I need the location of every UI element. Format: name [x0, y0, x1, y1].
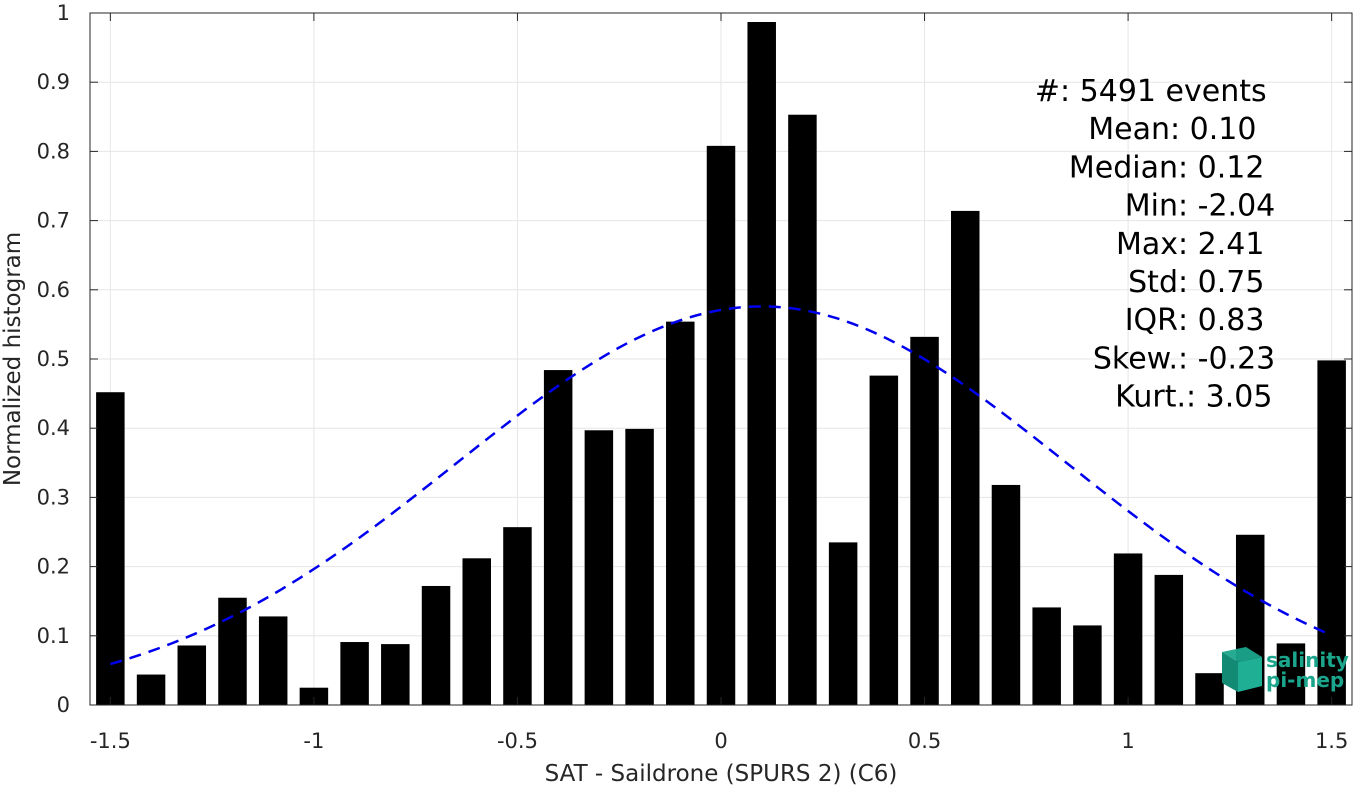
- stat-value: : 3.05: [1186, 380, 1272, 415]
- x-tick-label: 0: [714, 729, 727, 753]
- stat-value: : -2.04: [1178, 189, 1275, 224]
- histogram-bar: [503, 527, 532, 705]
- y-tick-label: 0.4: [37, 416, 70, 440]
- stat-key: Max: [1116, 227, 1178, 262]
- stat-key: Min: [1125, 189, 1178, 224]
- histogram-bar: [747, 21, 776, 706]
- y-tick-labels: 0 0.1 0.2 0.3 0.4 0.5 0.6 0.7 0.8 0.9 1: [37, 1, 70, 717]
- histogram-bar: [1317, 360, 1346, 705]
- histogram-bar: [584, 430, 614, 705]
- y-tick-label: 0.7: [37, 209, 70, 233]
- y-tick-label: 1: [57, 1, 70, 25]
- stat-key: Mean: [1088, 112, 1170, 147]
- x-tick-label: 1: [1121, 729, 1134, 753]
- y-tick-label: 0.2: [37, 555, 70, 579]
- histogram-bar: [1276, 643, 1306, 705]
- histogram-bar: [951, 210, 980, 706]
- stat-value: : 5491 events: [1060, 74, 1267, 109]
- histogram-bar: [177, 645, 207, 705]
- stat-key: #: [1035, 74, 1060, 109]
- stat-value: : 0.10: [1170, 112, 1256, 147]
- y-axis-label: Normalized histogram: [0, 232, 26, 486]
- histogram-bar: [828, 542, 858, 705]
- y-tick-label: 0.1: [37, 624, 70, 648]
- histogram-bar: [421, 585, 451, 705]
- y-tick-label: 0.3: [37, 485, 70, 509]
- axis-ticks: [90, 12, 1352, 706]
- histogram-bar: [340, 642, 369, 705]
- histogram-bar: [1113, 553, 1143, 705]
- x-tick-label: -1: [303, 729, 324, 753]
- stat-key: IQR: [1125, 303, 1178, 338]
- histogram-bar: [910, 336, 939, 705]
- y-tick-label: 0.9: [37, 70, 70, 94]
- histogram-bar: [666, 321, 695, 705]
- stat-key: Kurt.: [1115, 380, 1186, 415]
- normal-fit-curve: [110, 305, 1333, 666]
- histogram-bar: [1195, 673, 1224, 705]
- salinity-pimep-logo: salinity pi-mep: [1222, 647, 1349, 692]
- y-tick-label: 0.8: [37, 139, 70, 163]
- histogram-bar: [543, 370, 573, 705]
- stat-key: Std: [1128, 265, 1178, 300]
- histogram-bar: [625, 428, 654, 705]
- x-tick-labels: -1.5 -1 -0.5 0 0.5 1 1.5: [90, 729, 1348, 753]
- bars-group: [96, 21, 1346, 706]
- x-tick-label: -1.5: [90, 729, 131, 753]
- logo-line-1: salinity: [1266, 648, 1349, 672]
- y-tick-label: 0.5: [37, 347, 70, 371]
- stat-value: : 0.83: [1178, 303, 1264, 338]
- x-tick-label: -0.5: [497, 729, 538, 753]
- stat-value: : 0.75: [1178, 265, 1264, 300]
- histogram-bar: [96, 392, 125, 705]
- histogram-bar: [1032, 607, 1061, 705]
- stat-key: Skew.: [1093, 341, 1178, 376]
- stat-key: Median: [1069, 150, 1178, 185]
- histogram-bar: [218, 597, 247, 705]
- stat-value: : -0.23: [1178, 341, 1275, 376]
- histogram-bar: [258, 616, 288, 705]
- histogram-bar: [462, 558, 491, 705]
- x-tick-label: 0.5: [908, 729, 941, 753]
- stat-value: : 0.12: [1178, 150, 1264, 185]
- histogram-bar: [1073, 625, 1102, 705]
- histogram-bar: [1154, 574, 1184, 705]
- histogram-bar: [991, 484, 1021, 705]
- logo-line-2: pi-mep: [1266, 668, 1344, 692]
- logo-cube-icon: [1222, 647, 1262, 692]
- x-tick-label: 1.5: [1315, 729, 1348, 753]
- histogram-bar: [706, 145, 736, 705]
- stat-value: : 2.41: [1178, 227, 1264, 262]
- y-tick-label: 0: [57, 693, 70, 717]
- histogram-bar: [788, 114, 817, 705]
- y-tick-label: 0.6: [37, 278, 70, 302]
- histogram-bar: [136, 674, 166, 705]
- histogram-bar: [869, 375, 899, 705]
- histogram-bar: [381, 644, 410, 705]
- x-axis-label: SAT - Saildrone (SPURS 2) (C6): [545, 761, 898, 785]
- histogram-bar: [299, 687, 329, 705]
